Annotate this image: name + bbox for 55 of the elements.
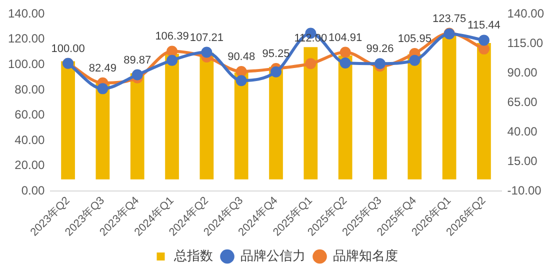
- data-label: 90.48: [228, 50, 256, 63]
- bar: [234, 72, 248, 180]
- point: [236, 66, 247, 77]
- point: [478, 43, 490, 54]
- data-label: 104.91: [328, 32, 362, 44]
- point: [374, 58, 386, 70]
- y-tick-label: 0.00: [21, 184, 46, 198]
- point: [166, 54, 178, 66]
- data-label: 99.26: [366, 43, 394, 56]
- legend-label: 品牌知名度: [332, 248, 398, 264]
- point: [409, 54, 420, 66]
- point: [166, 46, 178, 57]
- data-label: 106.39: [155, 30, 189, 43]
- point: [97, 83, 108, 94]
- data-label: 82.49: [88, 62, 116, 74]
- data-label: 123.75: [432, 12, 466, 25]
- bar: [408, 54, 422, 180]
- y-tick-label: 60.00: [14, 108, 46, 122]
- bar: [130, 73, 144, 180]
- y2-tick-label: -10.00: [507, 184, 542, 198]
- point: [478, 34, 490, 46]
- point: [270, 66, 282, 78]
- data-label: 105.95: [398, 33, 432, 46]
- point: [305, 58, 316, 70]
- bar: [165, 54, 179, 180]
- data-label: 95.25: [262, 48, 290, 60]
- y2-tick-label: 115.00: [507, 36, 544, 50]
- point: [201, 46, 212, 58]
- bar: [338, 55, 352, 180]
- point: [340, 46, 351, 58]
- y2-tick-label: 15.00: [507, 154, 538, 168]
- y-tick-label: 40.00: [14, 132, 46, 147]
- bar: [304, 47, 318, 180]
- y-tick-label: 80.00: [14, 82, 46, 96]
- y-tick-label: 100.00: [8, 56, 46, 71]
- legend-label: 总指数: [172, 248, 213, 264]
- bar: [269, 66, 283, 180]
- y2-tick-label: 40.00: [507, 124, 538, 138]
- point: [132, 69, 143, 80]
- y-tick-label: 140.00: [8, 6, 46, 20]
- y2-tick-label: 90.00: [507, 65, 538, 80]
- data-label: 115.44: [468, 20, 500, 32]
- y2-tick-label: 140.00: [507, 6, 544, 20]
- bar: [477, 43, 491, 180]
- y-tick-label: 120.00: [8, 32, 46, 46]
- bar: [200, 52, 214, 180]
- y2-tick-label: 65.00: [507, 94, 538, 109]
- data-label: 107.21: [190, 32, 224, 44]
- point: [236, 75, 247, 86]
- y-tick-label: 20.00: [14, 158, 46, 172]
- legend-label: 品牌公信力: [240, 248, 306, 264]
- point: [340, 57, 351, 68]
- data-label: 100.00: [51, 42, 85, 55]
- data-label: 89.87: [124, 54, 152, 66]
- bar: [61, 61, 75, 180]
